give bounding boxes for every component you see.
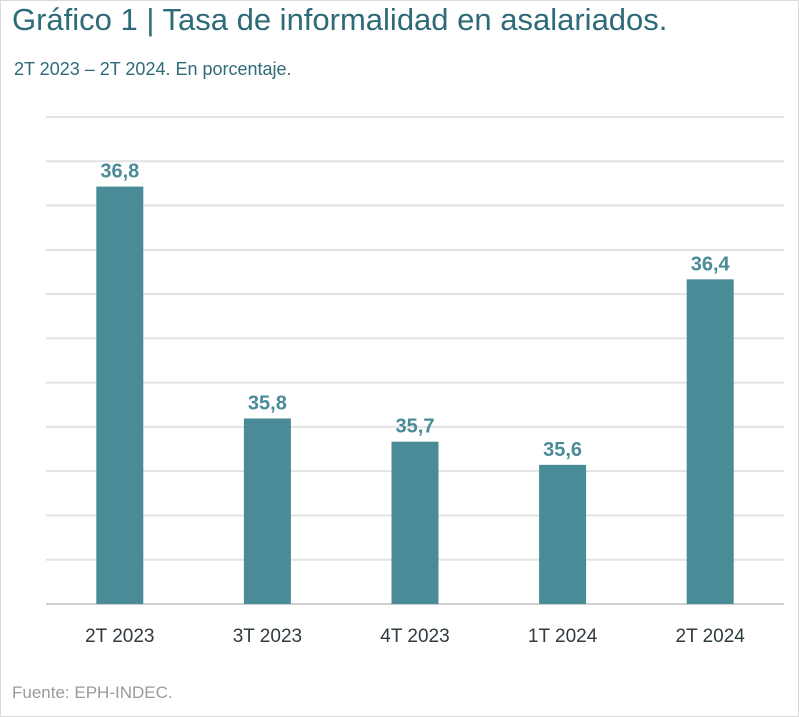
x-tick-label: 3T 2023 bbox=[233, 626, 302, 647]
bar bbox=[391, 441, 439, 604]
x-tick-label: 2T 2023 bbox=[85, 626, 154, 647]
data-label: 35,7 bbox=[396, 416, 435, 438]
bar bbox=[686, 279, 734, 604]
chart-title: Gráfico 1 | Tasa de informalidad en asal… bbox=[12, 2, 668, 37]
bar bbox=[539, 464, 587, 604]
x-tick-label: 4T 2023 bbox=[380, 626, 449, 647]
data-label: 35,8 bbox=[248, 392, 287, 414]
bar bbox=[243, 418, 291, 604]
source-note: Fuente: EPH-INDEC. bbox=[12, 683, 173, 702]
data-label: 36,4 bbox=[691, 253, 731, 275]
x-tick-label: 2T 2024 bbox=[676, 626, 746, 647]
x-tick-label: 1T 2024 bbox=[528, 626, 598, 647]
chart-subtitle: 2T 2023 – 2T 2024. En porcentaje. bbox=[14, 59, 292, 79]
bar bbox=[96, 186, 144, 605]
data-label: 35,6 bbox=[543, 439, 582, 461]
data-label: 36,8 bbox=[100, 161, 139, 183]
